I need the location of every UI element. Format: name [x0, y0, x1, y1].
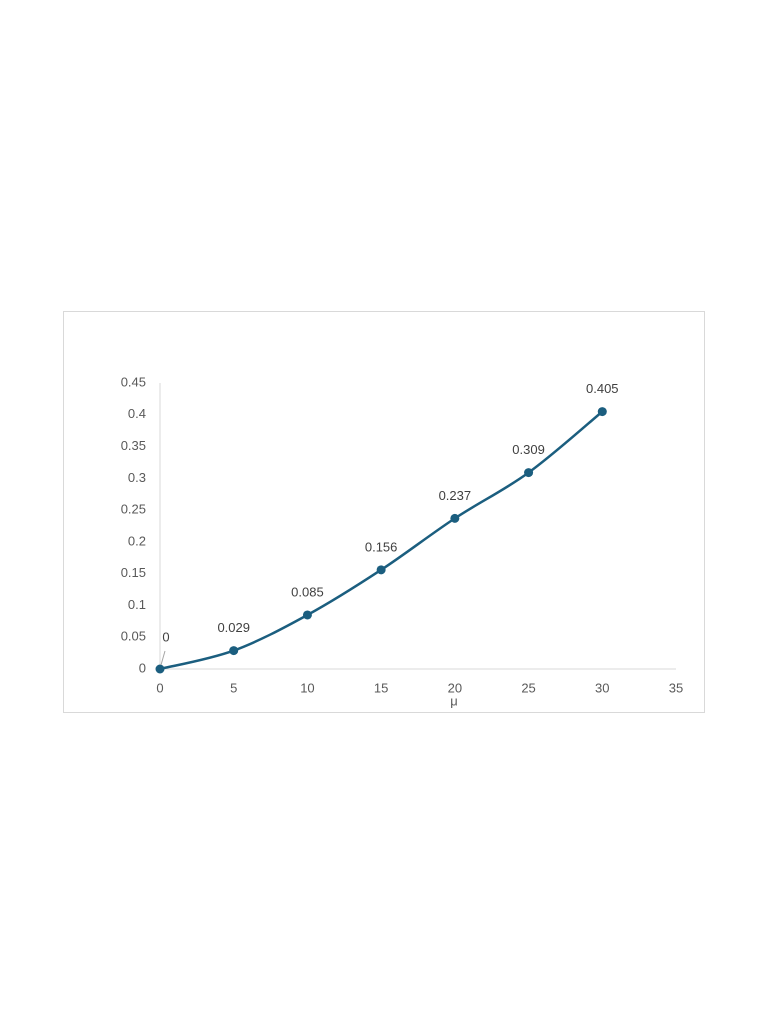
- data-label: 0.237: [439, 488, 472, 503]
- y-tick-label: 0.1: [128, 597, 146, 612]
- x-tick-label: 10: [300, 680, 314, 695]
- data-label: 0.156: [365, 539, 398, 554]
- data-point: [302, 610, 312, 620]
- data-point: [229, 646, 239, 656]
- data-point: [597, 407, 607, 417]
- x-tick-label: 20: [448, 680, 462, 695]
- data-label: 0: [162, 629, 169, 644]
- data-label: 0.085: [291, 584, 324, 599]
- y-tick-label: 0: [139, 660, 146, 675]
- x-tick-label: 5: [230, 680, 237, 695]
- x-tick-label: 25: [521, 680, 535, 695]
- y-tick-label: 0.35: [121, 438, 146, 453]
- y-tick-label: 0.4: [128, 406, 146, 421]
- data-label: 0.029: [217, 620, 250, 635]
- label-leader: [160, 650, 166, 666]
- data-point: [524, 468, 534, 478]
- data-point: [155, 664, 165, 674]
- data-point: [376, 565, 386, 575]
- y-tick-label: 0.15: [121, 565, 146, 580]
- x-tick-label: 0: [156, 680, 163, 695]
- y-tick-label: 0.25: [121, 502, 146, 517]
- y-tick-label: 0.45: [121, 374, 146, 389]
- y-tick-label: 0.3: [128, 470, 146, 485]
- y-tick-label: 0.2: [128, 533, 146, 548]
- data-point: [450, 513, 460, 523]
- x-axis-title: μ: [450, 693, 458, 708]
- data-label: 0.309: [512, 442, 545, 457]
- x-tick-label: 30: [595, 680, 609, 695]
- data-label: 0.405: [586, 381, 619, 396]
- chart-area: [63, 311, 705, 713]
- x-tick-label: 15: [374, 680, 388, 695]
- x-tick-label: 35: [669, 680, 683, 695]
- y-tick-label: 0.05: [121, 629, 146, 644]
